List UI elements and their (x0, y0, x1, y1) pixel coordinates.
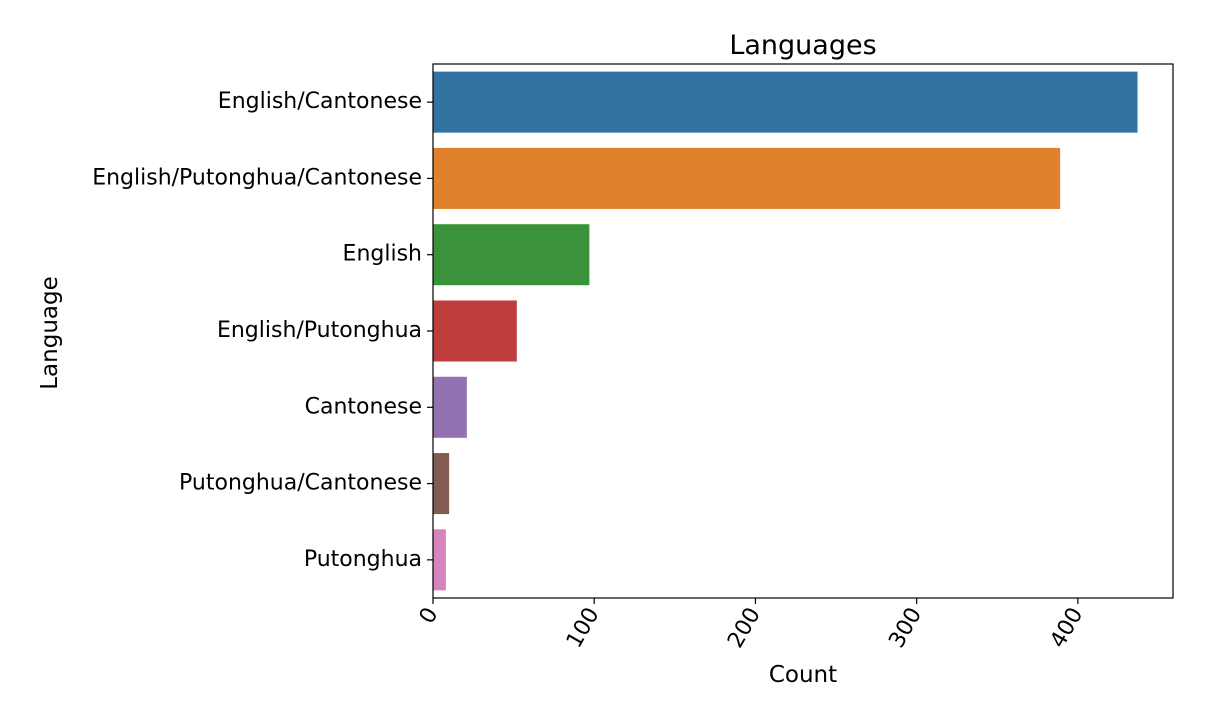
bar (433, 224, 590, 286)
y-tick-label: English/Putonghua/Cantonese (92, 165, 422, 190)
bar (433, 300, 517, 362)
x-axis-ticks: 0 100 200 300 400 (415, 598, 1089, 653)
y-tick-label: Cantonese (305, 394, 422, 419)
plot-frame (432, 63, 1174, 599)
y-axis-label: Language (37, 276, 63, 390)
y-tick-label: Putonghua/Cantonese (179, 471, 422, 496)
y-tick-label: English/Cantonese (218, 89, 422, 114)
bars-group (433, 71, 1138, 591)
bar (433, 376, 467, 438)
x-tick-label: 300 (884, 604, 927, 653)
bar (433, 529, 446, 591)
bar (433, 147, 1061, 209)
x-tick-label: 0 (415, 604, 444, 629)
x-tick-label: 400 (1046, 604, 1089, 653)
x-tick-label: 200 (723, 604, 766, 653)
x-axis-label: Count (769, 662, 837, 688)
y-axis-ticks: English/Cantonese English/Putonghua/Canto… (92, 89, 433, 572)
y-tick-label: Putonghua (304, 547, 422, 572)
y-tick-label: English (343, 242, 422, 267)
bar (433, 453, 450, 515)
y-tick-label: English/Putonghua (217, 318, 422, 343)
chart-title: Languages (729, 30, 876, 61)
bar (433, 71, 1138, 133)
x-tick-label: 100 (562, 604, 605, 653)
